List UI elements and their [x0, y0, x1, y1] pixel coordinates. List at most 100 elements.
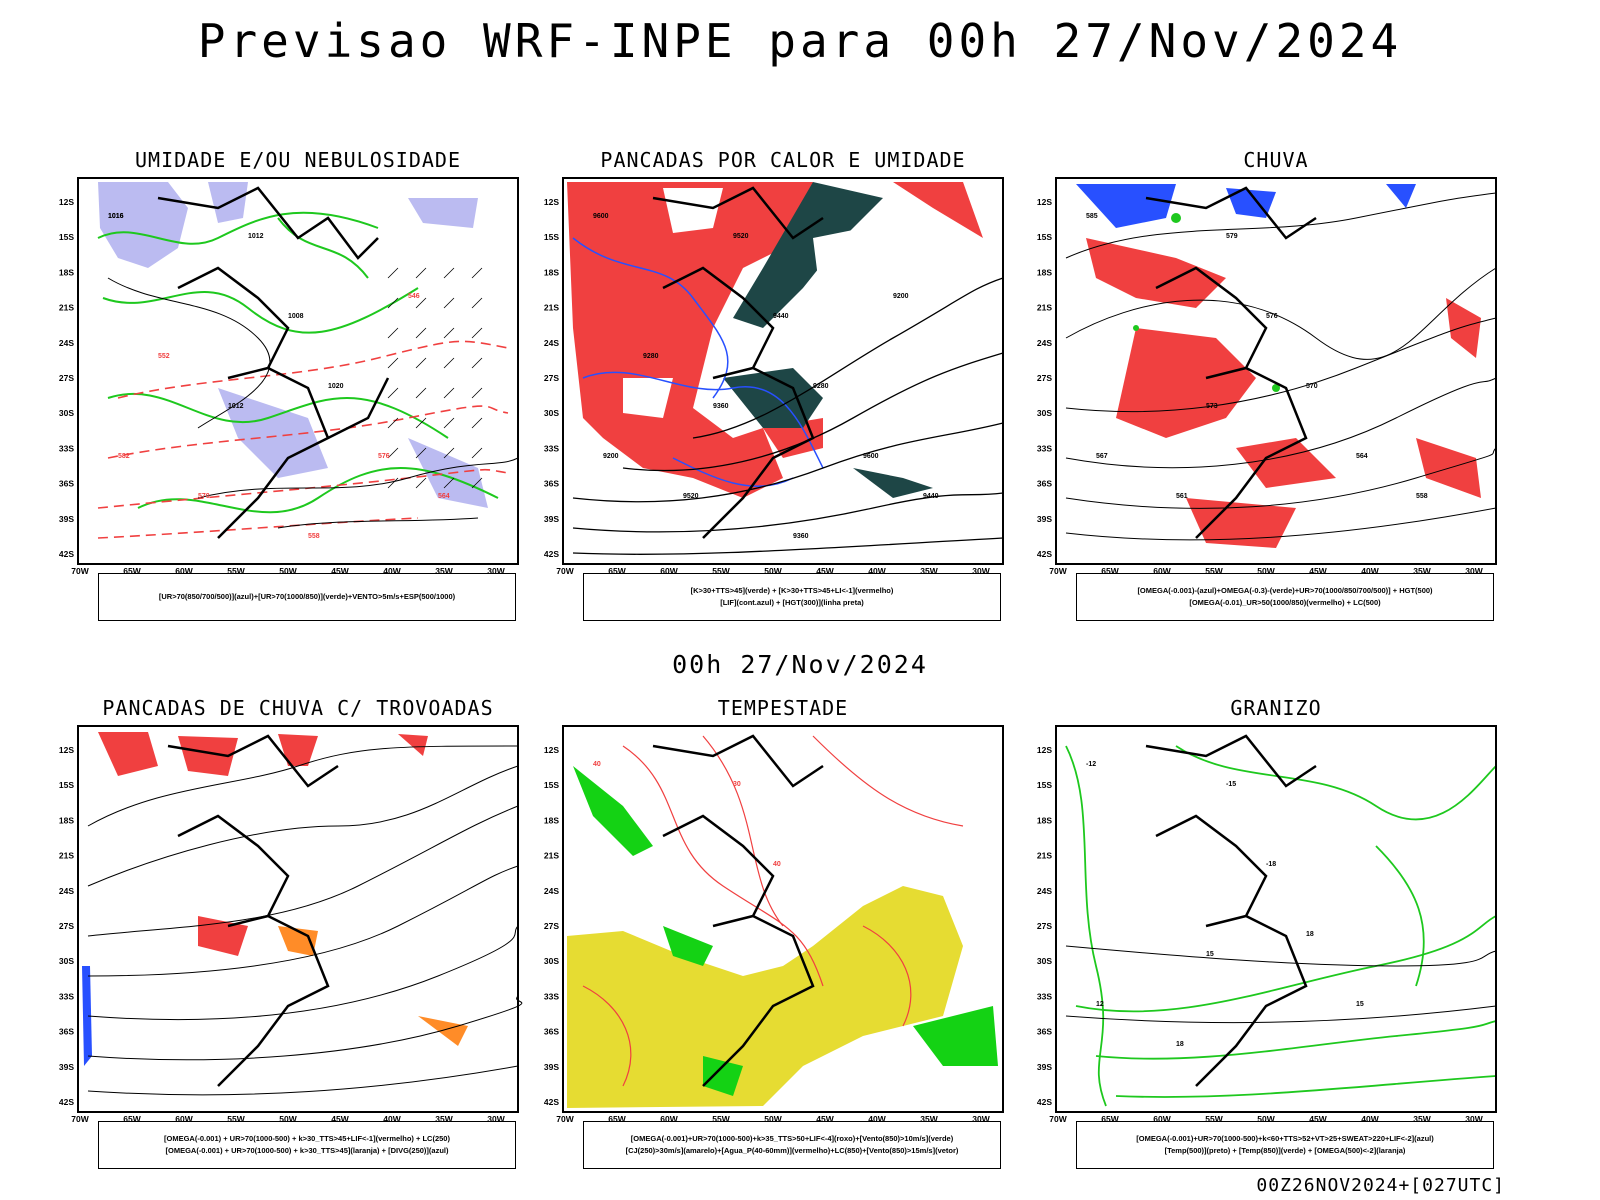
lon-tick-label: 35W	[435, 1114, 453, 1124]
lat-tick-label: 39S	[544, 514, 559, 524]
contour-label: 582	[118, 453, 130, 460]
lat-tick-label: 39S	[1037, 1062, 1052, 1072]
lon-tick-label: 30W	[487, 1114, 505, 1124]
lat-tick-label: 15S	[1037, 232, 1052, 242]
lon-tick-label: 65W	[1101, 1114, 1119, 1124]
lat-tick-label: 24S	[544, 886, 559, 896]
contour-label: 15	[1356, 1001, 1364, 1008]
darkteal-areas	[723, 182, 933, 498]
contour-label: 9360	[713, 403, 729, 410]
lat-tick-label: 24S	[59, 338, 74, 348]
contour-label: 9200	[603, 453, 619, 460]
black-hgt-contours	[572, 277, 1004, 555]
page-title: Previsao WRF-INPE para 00h 27/Nov/2024	[197, 14, 1403, 68]
contour-labels: 9600 9520 9440 9360 9280 9200 9600 9520 9440 9360…	[593, 213, 939, 540]
wind-vector	[415, 327, 427, 339]
lavender-humidity-areas	[98, 182, 488, 508]
contour-label: -18	[1266, 861, 1276, 868]
contour-label: 18	[1306, 931, 1314, 938]
wind-vector	[387, 477, 399, 489]
lon-tick-label: 40W	[1361, 1114, 1379, 1124]
contour-label: 9520	[733, 233, 749, 240]
wind-vector	[415, 357, 427, 369]
borders	[157, 186, 390, 539]
panel-umidade: UMIDADE E/OU NEBULOSIDADE 12S 15S 18S 21S 24…	[59, 148, 519, 634]
contour-label: 570	[198, 493, 210, 500]
contour-label: 564	[438, 493, 450, 500]
lon-tick-label: 70W	[1049, 1114, 1067, 1124]
wind-vector	[387, 447, 399, 459]
lat-tick-label: 15S	[59, 232, 74, 242]
red-water-contours	[582, 735, 964, 1087]
map-tempestade: 12S 15S 18S 21S 24S 27S 30S 33S 36S 39S 42S 70W 65W 6…	[544, 725, 1004, 1124]
lat-tick-label: 18S	[544, 815, 559, 825]
lat-tick-label: 18S	[59, 267, 74, 277]
panel-title: PANCADAS POR CALOR E UMIDADE	[600, 148, 966, 172]
legend-line: [CJ(250)>30m/s](amarelo)+[Agua_P(40-60mm…	[625, 1146, 959, 1155]
lon-tick-label: 30W	[487, 566, 505, 576]
panel-legend: [OMEGA(-0.001) + UR>70(1000-500) + k>30_…	[98, 1121, 516, 1169]
wind-vector	[415, 447, 427, 459]
lon-tick-label: 30W	[972, 566, 990, 576]
contour-label: 15	[1206, 951, 1214, 958]
lat-tick-label: 12S	[544, 745, 559, 755]
contour-label: 546	[408, 293, 420, 300]
wind-vector	[443, 387, 455, 399]
page-subtitle: 00h 27/Nov/2024	[672, 650, 928, 679]
lat-tick-label: 12S	[1037, 745, 1052, 755]
lat-tick-label: 36S	[544, 1027, 559, 1037]
wind-vector	[387, 327, 399, 339]
lon-tick-label: 55W	[227, 566, 245, 576]
map-umidade: 12S 15S 18S 21S 24S 27S 30S 33S 36S 39S 42S 70W 65W 6…	[59, 177, 519, 576]
panel-legend: [UR>70(850/700/500)](azul)+[UR>70(1000/8…	[98, 573, 516, 621]
panel-title: CHUVA	[1243, 148, 1309, 172]
lon-tick-label: 65W	[1101, 566, 1119, 576]
contour-label: 561	[1176, 493, 1188, 500]
contour-label: 40	[773, 861, 781, 868]
contour-label: 9440	[773, 313, 789, 320]
lat-tick-label: 39S	[544, 1062, 559, 1072]
orange-areas	[278, 926, 468, 1046]
black-temp500-contours	[1065, 945, 1497, 1024]
contour-labels: -12 -15 -18 15 18 12 15 18	[1086, 761, 1364, 1048]
panel-title: GRANIZO	[1230, 696, 1322, 720]
blue-lif-contours	[572, 237, 824, 487]
wind-vector	[471, 357, 483, 369]
lon-tick-label: 55W	[712, 1114, 730, 1124]
contour-label: 9600	[863, 453, 879, 460]
contour-label: 564	[1356, 453, 1368, 460]
lon-tick-label: 35W	[1413, 1114, 1431, 1124]
wind-vector	[443, 267, 455, 279]
contour-label: 9280	[813, 383, 829, 390]
lon-tick-label: 60W	[660, 566, 678, 576]
wind-vector	[415, 267, 427, 279]
lat-tick-label: 21S	[59, 303, 74, 313]
lat-tick-label: 27S	[1037, 921, 1052, 931]
lat-tick-label: 18S	[544, 267, 559, 277]
map-axes: 12S 15S 18S 21S 24S 27S 30S 33S 36S 39S 42S 70W 65W 6…	[544, 745, 991, 1124]
map-axes: 12S 15S 18S 21S 24S 27S 30S 33S 36S 39S 42S 70W 65W 6…	[59, 745, 506, 1124]
lon-tick-label: 65W	[608, 566, 626, 576]
lat-tick-label: 27S	[1037, 373, 1052, 383]
lat-tick-label: 33S	[1037, 991, 1052, 1001]
legend-line: [UR>70(850/700/500)](azul)+[UR>70(1000/8…	[158, 592, 456, 601]
lon-tick-label: 35W	[435, 566, 453, 576]
wind-vector	[443, 447, 455, 459]
lon-tick-label: 30W	[1465, 566, 1483, 576]
lon-tick-label: 65W	[123, 566, 141, 576]
wind-vector	[415, 477, 427, 489]
borders	[1145, 186, 1317, 539]
lat-tick-label: 42S	[544, 1097, 559, 1107]
lat-tick-label: 30S	[1037, 408, 1052, 418]
lon-tick-label: 30W	[1465, 1114, 1483, 1124]
legend-line: [OMEGA(-0.001)+UR>70(1000-500)+k>35_TTS>…	[630, 1134, 954, 1143]
lon-tick-label: 45W	[331, 566, 349, 576]
contour-label: -12	[1086, 761, 1096, 768]
map-pancadas-trovoadas: 12S 15S 18S 21S 24S 27S 30S 33S 36S 39S 42S 70W 65W 6…	[59, 725, 523, 1124]
map-pancadas-calor: 12S 15S 18S 21S 24S 27S 30S 33S 36S 39S 42S 70W 65W 6…	[544, 177, 1004, 576]
wind-vector	[387, 357, 399, 369]
run-footer: 00Z26NOV2024+[027UTC]	[1256, 1175, 1505, 1196]
lat-tick-label: 30S	[544, 956, 559, 966]
yellow-jet-area	[567, 886, 963, 1108]
lat-tick-label: 30S	[1037, 956, 1052, 966]
